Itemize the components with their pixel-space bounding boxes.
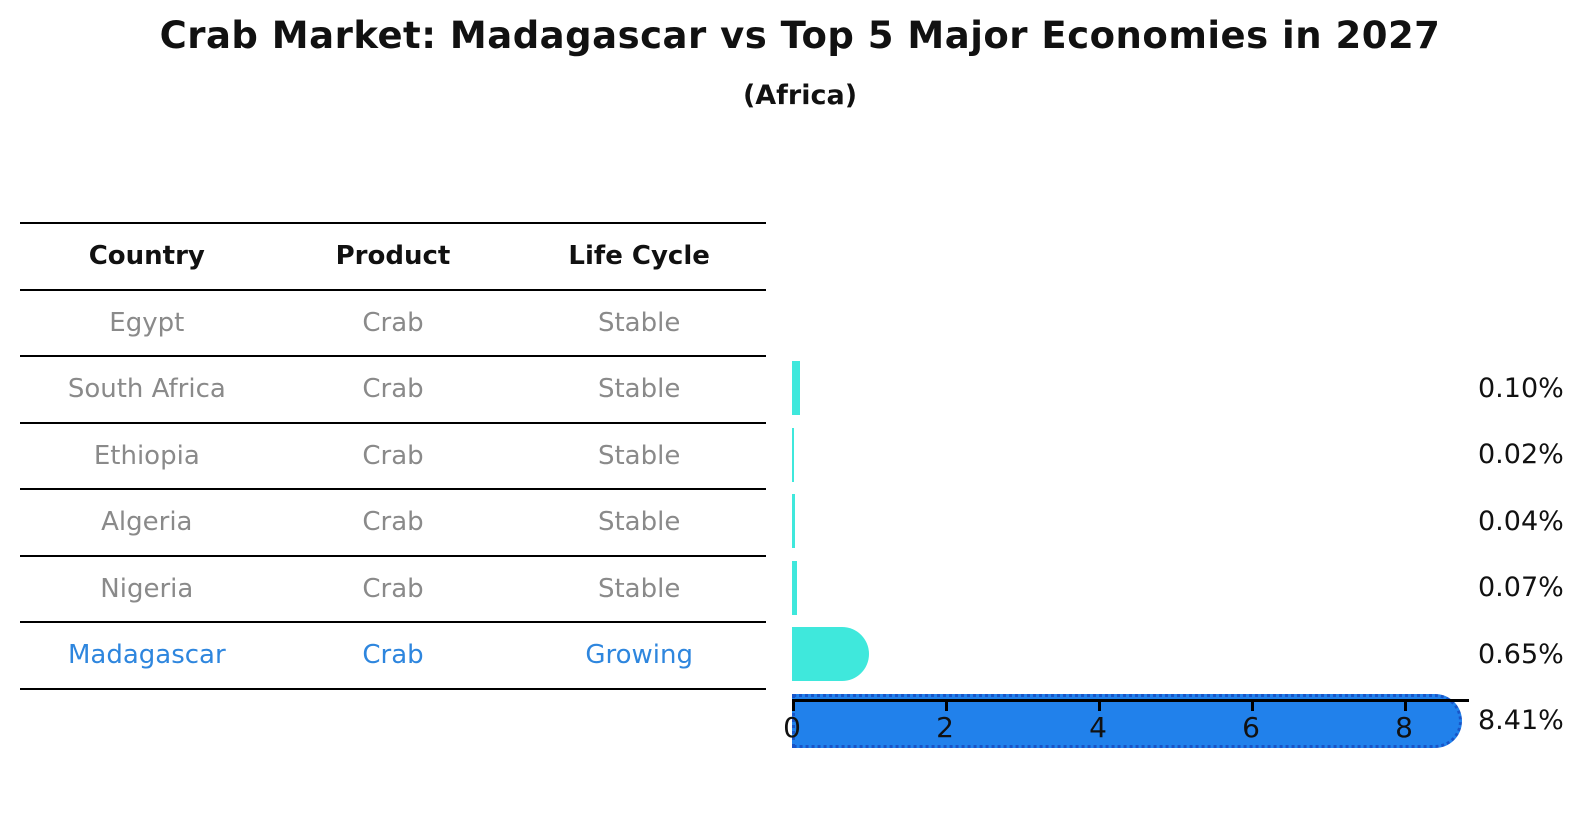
country-table: Country Product Life Cycle Egypt Crab St…	[20, 222, 766, 690]
x-axis-tick	[792, 702, 795, 711]
life-cycle-cell: Stable	[597, 573, 681, 604]
value-label: 0.02%	[1478, 439, 1564, 471]
value-label: 0.10%	[1478, 372, 1564, 404]
value-label: 0.07%	[1478, 572, 1564, 604]
table-row: South Africa Crab Stable	[20, 357, 766, 424]
product-cell: Crab	[362, 307, 424, 338]
column-header-country: Country	[88, 241, 205, 272]
x-axis-tick	[945, 702, 948, 711]
table-header-row: Country Product Life Cycle	[20, 224, 766, 291]
x-axis-tick-label: 2	[936, 711, 954, 744]
life-cycle-cell: Stable	[597, 374, 681, 405]
bar-south-africa	[792, 427, 794, 482]
table-row: Egypt Crab Stable	[20, 291, 766, 357]
country-cell: Madagascar	[67, 640, 226, 671]
table-row-highlighted: Madagascar Crab Growing	[20, 623, 766, 690]
x-axis-tick	[1251, 702, 1254, 711]
bar-madagascar	[792, 693, 1463, 748]
table-row: Algeria Crab Stable	[20, 490, 766, 557]
x-axis-line	[792, 699, 1469, 702]
x-axis-tick-label: 6	[1242, 711, 1260, 744]
x-axis-tick	[1404, 702, 1407, 711]
x-axis-tick	[1098, 702, 1101, 711]
life-cycle-cell: Stable	[597, 440, 681, 471]
product-cell: Crab	[362, 440, 424, 471]
value-label: 0.65%	[1478, 638, 1564, 670]
country-cell: South Africa	[67, 374, 226, 405]
bar-egypt	[792, 361, 800, 416]
country-cell: Ethiopia	[93, 440, 200, 471]
chart-subtitle: (Africa)	[742, 80, 858, 111]
bar-ethiopia	[792, 494, 796, 549]
country-cell: Nigeria	[100, 573, 194, 604]
table-row: Ethiopia Crab Stable	[20, 424, 766, 490]
table-row: Nigeria Crab Stable	[20, 557, 766, 623]
chart-title: Crab Market: Madagascar vs Top 5 Major E…	[159, 14, 1441, 57]
x-axis-tick-label: 0	[783, 711, 801, 744]
x-axis-tick-label: 4	[1089, 711, 1107, 744]
x-axis-tick-label: 8	[1395, 711, 1413, 744]
bar-algeria	[792, 560, 798, 615]
product-cell: Crab	[362, 573, 424, 604]
column-header-product: Product	[335, 241, 451, 272]
value-label: 0.04%	[1478, 505, 1564, 537]
life-cycle-cell: Stable	[597, 307, 681, 338]
product-cell: Crab	[362, 374, 424, 405]
product-cell: Crab	[362, 507, 424, 538]
product-cell: Crab	[362, 640, 424, 671]
column-header-life-cycle: Life Cycle	[568, 241, 710, 272]
life-cycle-cell: Growing	[585, 640, 693, 671]
country-cell: Algeria	[101, 507, 193, 538]
country-cell: Egypt	[109, 307, 185, 338]
life-cycle-cell: Stable	[597, 507, 681, 538]
value-label: 8.41%	[1478, 705, 1564, 737]
bar-nigeria	[792, 627, 869, 682]
